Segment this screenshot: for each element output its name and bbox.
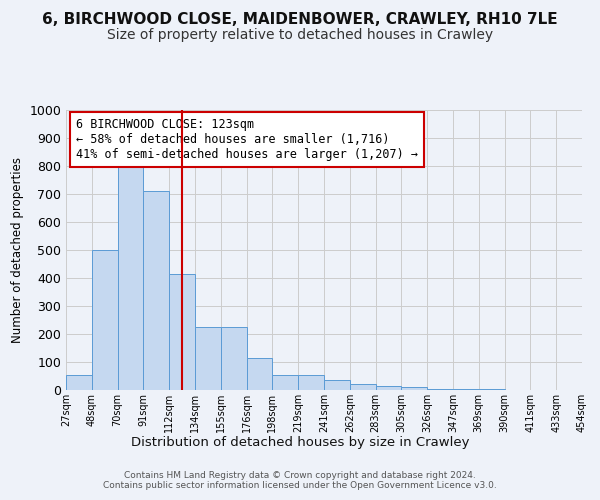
Bar bbox=[92, 250, 118, 390]
Bar bbox=[118, 160, 143, 390]
Bar bbox=[324, 380, 350, 390]
Bar bbox=[221, 327, 247, 390]
Text: 6 BIRCHWOOD CLOSE: 123sqm
← 58% of detached houses are smaller (1,716)
41% of se: 6 BIRCHWOOD CLOSE: 123sqm ← 58% of detac… bbox=[76, 118, 418, 162]
Text: Contains HM Land Registry data © Crown copyright and database right 2024.
Contai: Contains HM Land Registry data © Crown c… bbox=[103, 470, 497, 490]
Bar bbox=[195, 327, 221, 390]
Bar bbox=[401, 387, 427, 390]
Bar bbox=[298, 374, 324, 390]
Text: Distribution of detached houses by size in Crawley: Distribution of detached houses by size … bbox=[131, 436, 469, 449]
Bar bbox=[427, 388, 453, 390]
Bar bbox=[272, 374, 298, 390]
Bar bbox=[143, 191, 169, 390]
Bar bbox=[66, 374, 92, 390]
Bar bbox=[247, 358, 272, 390]
Bar bbox=[376, 386, 401, 390]
Text: Size of property relative to detached houses in Crawley: Size of property relative to detached ho… bbox=[107, 28, 493, 42]
Bar bbox=[169, 274, 195, 390]
Bar bbox=[453, 389, 479, 390]
Text: 6, BIRCHWOOD CLOSE, MAIDENBOWER, CRAWLEY, RH10 7LE: 6, BIRCHWOOD CLOSE, MAIDENBOWER, CRAWLEY… bbox=[42, 12, 558, 28]
Bar bbox=[350, 384, 376, 390]
Y-axis label: Number of detached properties: Number of detached properties bbox=[11, 157, 24, 343]
